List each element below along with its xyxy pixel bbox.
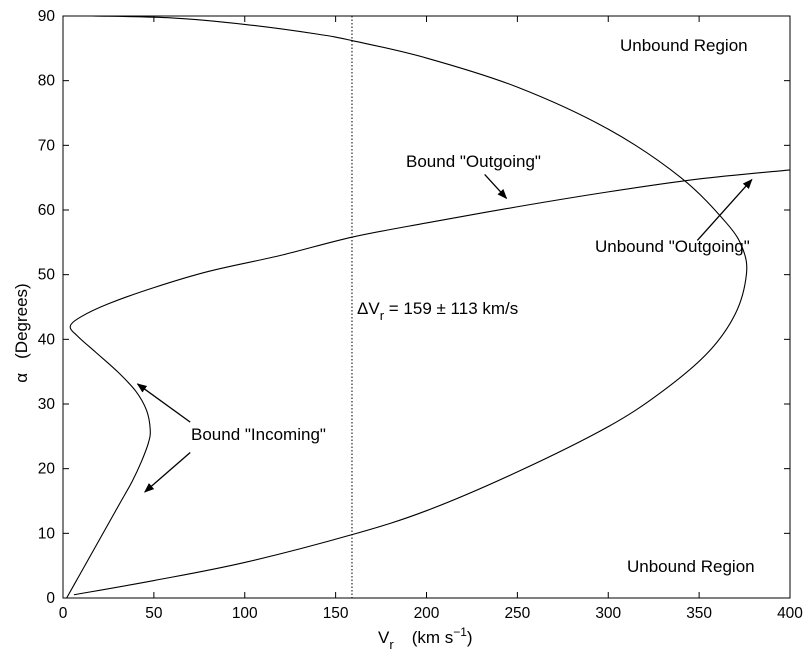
- arrow-unbound-outgoing: [696, 178, 753, 241]
- y-axis-degrees: (Degrees): [12, 283, 31, 359]
- x-tick-label-200: 200: [414, 605, 440, 622]
- delta-vr-label: ΔVr = 159 ± 113 km/s: [357, 299, 518, 323]
- y-tick-label-30: 30: [38, 396, 56, 413]
- arrow-bound-incoming: [136, 383, 191, 423]
- delta-value: = 159 ± 113 km/s: [384, 299, 518, 318]
- annotation-unbound-top: Unbound Region: [620, 36, 748, 55]
- y-tick-label-0: 0: [46, 590, 55, 607]
- arrow-bound-incoming-2: [144, 452, 191, 493]
- delta-v: V: [368, 299, 380, 318]
- x-tick-label-0: 0: [59, 605, 68, 622]
- x-axis-title: Vr (km s−1): [378, 625, 473, 652]
- x-axis-unit: (km s: [412, 628, 454, 647]
- y-tick-label-20: 20: [38, 461, 56, 478]
- x-axis-sub-r: r: [389, 637, 394, 652]
- y-tick-label-40: 40: [38, 331, 56, 348]
- y-axis-title: α (Degrees): [12, 283, 31, 382]
- x-axis-ticks: 0 50 100 150 200 250 300 350 400: [59, 16, 803, 622]
- delta-sub-r: r: [380, 308, 385, 323]
- y-axis-alpha: α: [12, 373, 31, 383]
- x-tick-label-300: 300: [595, 605, 621, 622]
- x-tick-label-400: 400: [777, 605, 803, 622]
- annotation-unbound-outgoing: Unbound "Outgoing": [595, 237, 750, 256]
- y-axis-ticks: 0 10 20 30 40 50 60 70 80 90: [38, 8, 790, 607]
- curves-group: [66, 15, 791, 599]
- annotation-unbound-bottom: Unbound Region: [627, 557, 755, 576]
- y-tick-label-80: 80: [38, 73, 56, 90]
- x-tick-label-100: 100: [232, 605, 258, 622]
- x-tick-label-150: 150: [323, 605, 349, 622]
- y-tick-label-90: 90: [38, 8, 56, 25]
- arrows-group: [136, 173, 753, 493]
- curve-0: [66, 169, 791, 599]
- annotation-bound-outgoing: Bound "Outgoing": [406, 152, 541, 171]
- x-axis-v: V: [378, 628, 390, 647]
- delta-symbol: Δ: [357, 299, 368, 318]
- y-tick-label-70: 70: [38, 137, 56, 154]
- curve-1: [73, 15, 748, 596]
- x-axis-unit-close: ): [467, 628, 473, 647]
- y-tick-label-60: 60: [38, 202, 56, 219]
- annotation-bound-incoming: Bound "Incoming": [191, 425, 326, 444]
- x-tick-label-250: 250: [504, 605, 530, 622]
- x-tick-label-50: 50: [145, 605, 163, 622]
- x-axis-unit-sup: −1: [453, 625, 467, 639]
- y-tick-label-50: 50: [38, 267, 56, 284]
- arrow-bound-outgoing: [484, 173, 508, 200]
- x-tick-label-350: 350: [686, 605, 712, 622]
- y-tick-label-10: 10: [38, 525, 56, 542]
